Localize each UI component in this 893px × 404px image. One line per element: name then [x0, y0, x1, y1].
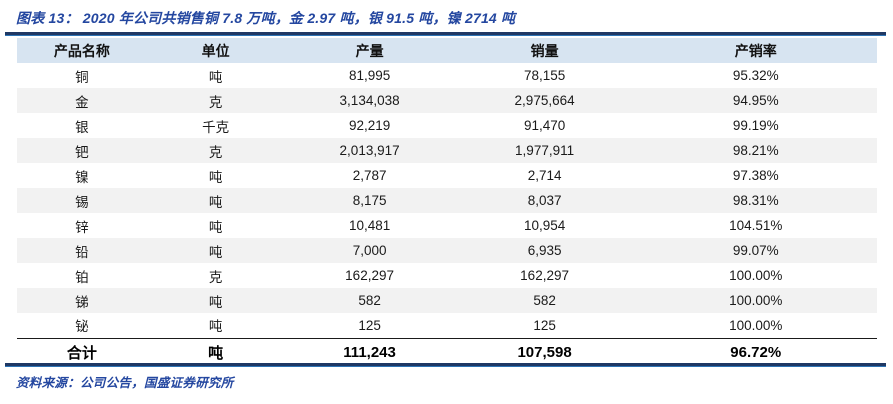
table-cell: 125	[358, 317, 381, 333]
table-cell: 8,175	[284, 188, 455, 213]
table-cell: 锑	[17, 288, 147, 313]
table-cell: 吨	[146, 238, 285, 263]
table-row: 锌 吨 10,481 10,954 104.51%	[17, 213, 877, 238]
table-cell: 2,975,664	[454, 88, 635, 113]
table-row: 铜 吨 81,995 78,155 95.32%	[17, 63, 877, 88]
total-cell: 96.72%	[634, 337, 877, 366]
title-divider-rule	[5, 32, 886, 36]
table-row: 铂 克 162,297 162,297 100.00%	[17, 263, 877, 288]
column-header: 销量	[454, 38, 635, 63]
table-row: 铋 吨 125 125 100.00%	[17, 313, 877, 338]
table-cell: 克	[146, 88, 285, 113]
table-cell: 银	[75, 119, 89, 135]
rule-light-line	[5, 366, 886, 367]
table-total-row: 合计吨 111,243 107,598 96.72%	[17, 337, 877, 366]
figure-title: 图表 13： 2020 年公司共销售铜 7.8 万吨，金 2.97 吨，银 91…	[16, 10, 516, 26]
table-body: 铜吨 81,995 78,155 95.32% 金克 3,134,038 2,975,664…	[17, 63, 877, 338]
table-cell: 2,013,917	[284, 138, 455, 163]
table-cell: 6,935	[454, 238, 635, 263]
table-cell: 吨	[146, 188, 285, 213]
table-cell: 125	[533, 317, 556, 333]
table-cell: 97.38%	[732, 168, 779, 183]
table-row: 金克 3,134,038 2,975,664 94.95%	[17, 88, 877, 113]
table-cell: 7,000	[284, 238, 455, 263]
table-cell: 8,037	[454, 188, 635, 213]
table-cell: 99.07%	[634, 238, 877, 263]
production-sales-table: 产品名称 单位 产量 销量 产销率 铜吨 81,995 78,155 95.32% 金克 3,13…	[17, 38, 877, 366]
total-cell: 合计	[17, 337, 147, 366]
table-cell: 2,787	[352, 168, 387, 183]
total-cell: 111,243	[284, 337, 455, 366]
table-cell: 3,134,038	[284, 88, 455, 113]
table-cell: 锡	[17, 188, 147, 213]
column-header: 单位	[146, 38, 285, 63]
table-cell: 克	[208, 269, 223, 285]
rule-dark-line	[5, 32, 886, 35]
table-cell: 克	[146, 138, 285, 163]
table-cell: 94.95%	[634, 88, 877, 113]
total-cell: 吨	[146, 337, 285, 366]
table-bottom-rule	[5, 363, 886, 367]
table-cell: 吨	[208, 319, 223, 335]
table-header-row: 产品名称 单位 产量 销量 产销率	[17, 38, 877, 63]
table-cell: 162,297	[345, 268, 394, 283]
table-cell: 92,219	[348, 118, 391, 133]
table-cell: 金	[17, 88, 147, 113]
table-cell: 10,954	[523, 218, 566, 233]
table-cell: 吨	[208, 219, 223, 235]
table-cell: 100.00%	[729, 317, 783, 333]
table-cell: 镍	[75, 169, 89, 185]
table-cell: 162,297	[520, 268, 569, 283]
table-row: 钯克 2,013,917 1,977,911 98.21%	[17, 138, 877, 163]
table-cell: 98.31%	[634, 188, 877, 213]
table-cell: 铜	[75, 69, 89, 85]
rule-dark-line	[5, 363, 886, 366]
column-header: 产销率	[634, 38, 877, 63]
table-cell: 582	[454, 288, 635, 313]
table-cell: 78,155	[523, 68, 566, 83]
table-row: 锡吨 8,175 8,037 98.31%	[17, 188, 877, 213]
table-cell: 钯	[17, 138, 147, 163]
table-cell: 锌	[75, 219, 89, 235]
table-cell: 1,977,911	[454, 138, 635, 163]
column-header: 产量	[284, 38, 455, 63]
table-cell: 95.32%	[732, 68, 779, 83]
table-cell: 100.00%	[729, 268, 783, 283]
table-cell: 91,470	[523, 118, 566, 133]
table-cell: 吨	[208, 69, 223, 85]
table-cell: 千克	[202, 119, 230, 135]
source-attribution: 资料来源：公司公告，国盛证券研究所	[16, 376, 234, 390]
total-cell: 107,598	[454, 337, 635, 366]
table-cell: 铋	[75, 319, 89, 335]
table-cell: 铂	[75, 269, 89, 285]
table-row: 锑吨 582 582 100.00%	[17, 288, 877, 313]
table-cell: 吨	[208, 169, 223, 185]
table-row: 铅吨 7,000 6,935 99.07%	[17, 238, 877, 263]
table-cell: 98.21%	[634, 138, 877, 163]
rule-light-line	[5, 35, 886, 36]
table-cell: 2,714	[527, 168, 562, 183]
column-header: 产品名称	[17, 38, 147, 63]
table-cell: 100.00%	[634, 288, 877, 313]
table-cell: 10,481	[348, 218, 391, 233]
table-cell: 99.19%	[732, 118, 779, 133]
table-cell: 吨	[146, 288, 285, 313]
table-cell: 104.51%	[729, 218, 783, 233]
table-row: 镍 吨 2,787 2,714 97.38%	[17, 163, 877, 188]
table-cell: 81,995	[348, 68, 391, 83]
table-row: 银 千克 92,219 91,470 99.19%	[17, 113, 877, 138]
table-cell: 铅	[17, 238, 147, 263]
table-cell: 582	[284, 288, 455, 313]
